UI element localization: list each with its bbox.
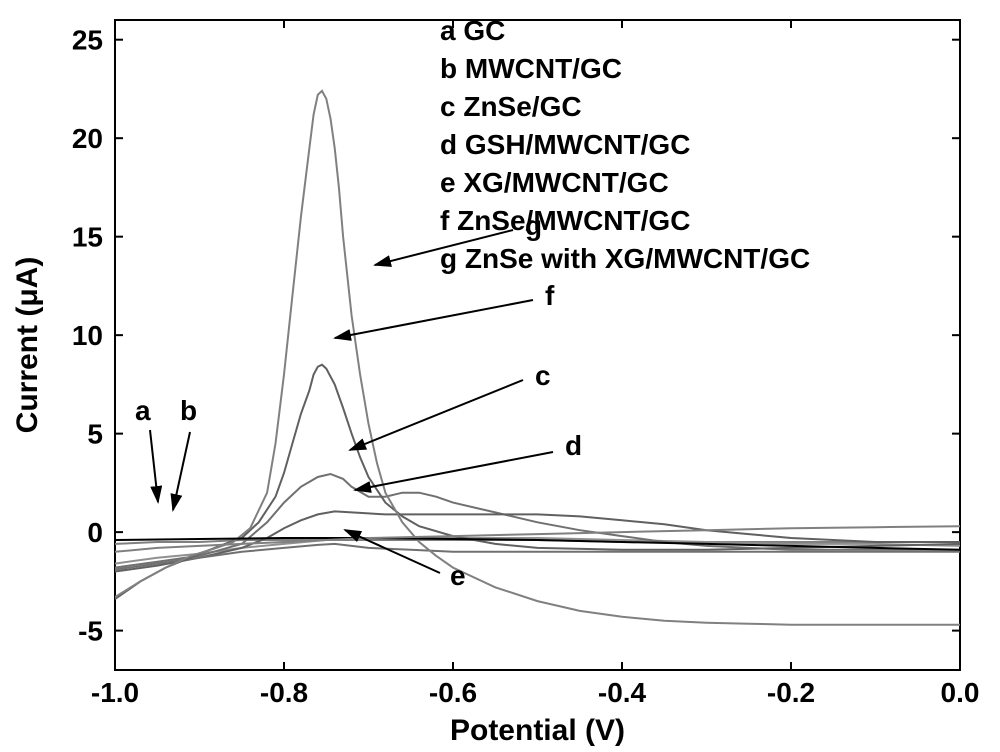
arrow-a [150, 430, 158, 502]
svg-text:25: 25 [72, 25, 103, 56]
svg-text:-0.8: -0.8 [260, 677, 308, 708]
svg-text:Potential (V): Potential (V) [450, 714, 625, 747]
legend-a: a GC [440, 15, 505, 46]
legend-d: d GSH/MWCNT/GC [440, 129, 690, 160]
arrow-f [335, 300, 533, 338]
legend-e: e XG/MWCNT/GC [440, 167, 669, 198]
arrow-d [355, 452, 553, 490]
svg-text:15: 15 [72, 222, 103, 253]
svg-text:0.0: 0.0 [941, 677, 980, 708]
annotation-f: f [545, 280, 555, 311]
legend-g: g ZnSe with XG/MWCNT/GC [440, 243, 810, 274]
svg-text:-5: -5 [78, 616, 103, 647]
svg-text:20: 20 [72, 123, 103, 154]
legend-c: c ZnSe/GC [440, 91, 582, 122]
annotation-c: c [535, 360, 551, 391]
arrow-c [350, 380, 523, 450]
annotation-a: a [135, 395, 151, 426]
svg-text:-0.2: -0.2 [767, 677, 815, 708]
legend-f: f ZnSe/MWCNT/GC [440, 205, 690, 236]
arrow-b [173, 432, 190, 510]
svg-text:0: 0 [87, 517, 103, 548]
curve-c [115, 474, 960, 568]
chart-container: -1.0 -0.8 -0.6 -0.4 -0.2 0.0 -5 0 5 10 15 20 25 Poten… [0, 0, 1000, 752]
svg-text:5: 5 [87, 419, 103, 450]
curve-f [115, 365, 960, 599]
svg-text:Current (μA): Current (μA) [11, 257, 44, 434]
annotation-d: d [565, 430, 582, 461]
svg-text:-1.0: -1.0 [91, 677, 139, 708]
annotation-b: b [180, 395, 197, 426]
svg-text:10: 10 [72, 320, 103, 351]
svg-text:-0.4: -0.4 [598, 677, 647, 708]
svg-text:-0.6: -0.6 [429, 677, 477, 708]
annotation-e: e [450, 560, 466, 591]
chart-svg: -1.0 -0.8 -0.6 -0.4 -0.2 0.0 -5 0 5 10 15 20 25 Poten… [0, 0, 1000, 752]
legend-b: b MWCNT/GC [440, 53, 622, 84]
